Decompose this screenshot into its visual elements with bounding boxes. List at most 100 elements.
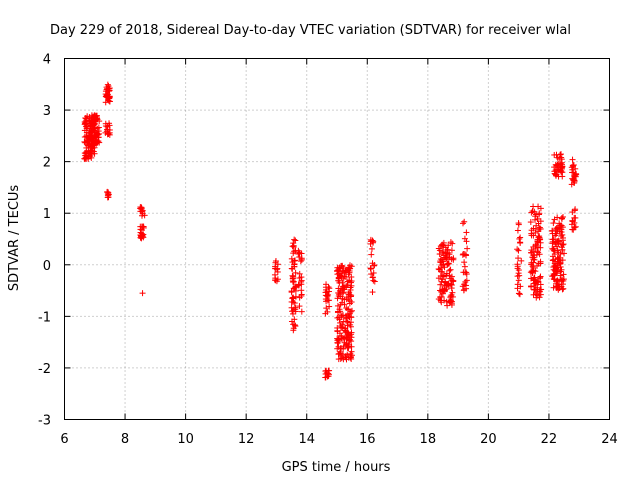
data-point [298, 256, 305, 263]
data-point [560, 271, 567, 278]
data-point [298, 281, 305, 288]
data-point [104, 123, 111, 130]
data-point [289, 259, 296, 266]
data-point [289, 275, 296, 282]
data-point [370, 269, 377, 276]
chart-title: Day 229 of 2018, Sidereal Day-to-day VTE… [50, 23, 571, 38]
data-point [444, 282, 451, 289]
data-point [137, 223, 144, 230]
data-point [442, 278, 449, 285]
data-point [370, 277, 377, 284]
data-point [515, 220, 522, 227]
data-point [532, 213, 539, 220]
data-point [137, 229, 144, 236]
data-point [550, 245, 557, 252]
data-point [552, 258, 559, 265]
data-point [85, 139, 92, 146]
data-point [538, 286, 545, 293]
data-point [337, 293, 344, 300]
data-point [345, 291, 352, 298]
data-point [291, 300, 298, 307]
data-point [438, 299, 445, 306]
data-point [292, 269, 299, 276]
data-point [444, 302, 451, 309]
data-point [335, 343, 342, 350]
y-tick-label: 3 [43, 104, 51, 119]
data-point [439, 249, 446, 256]
x-tick-label: 18 [420, 432, 437, 447]
data-point [346, 277, 353, 284]
data-point [348, 282, 355, 289]
data-point [531, 274, 538, 281]
data-point [322, 296, 329, 303]
data-point [551, 164, 558, 171]
data-point [274, 265, 281, 272]
data-point [514, 281, 521, 288]
data-point [529, 263, 536, 270]
data-point [290, 327, 297, 334]
x-tick-label: 8 [121, 432, 129, 447]
data-point [291, 236, 298, 243]
data-point [554, 277, 561, 284]
data-point [553, 225, 560, 232]
y-tick-label: -3 [38, 414, 51, 429]
data-point [551, 216, 558, 223]
data-point [348, 307, 355, 314]
data-point [322, 284, 329, 291]
data-point [446, 251, 453, 258]
data-point [555, 254, 562, 261]
data-point [325, 370, 332, 377]
x-tick-label: 24 [601, 432, 618, 447]
y-tick-label: -1 [38, 310, 51, 325]
data-point [347, 354, 354, 361]
data-point [297, 258, 304, 265]
data-point [529, 254, 536, 261]
data-point [368, 271, 375, 278]
data-point [296, 254, 303, 261]
data-point [339, 324, 346, 331]
data-point [446, 272, 453, 279]
data-point [82, 120, 89, 127]
data-point [95, 131, 102, 138]
data-point [445, 260, 452, 267]
data-point [291, 316, 298, 323]
data-point [290, 295, 297, 302]
data-point [335, 275, 342, 282]
data-point [298, 308, 305, 315]
data-point [443, 256, 450, 263]
data-point [341, 296, 348, 303]
data-point [447, 298, 454, 305]
y-axis-label: SDTVAR / TECUs [7, 185, 22, 292]
data-point [272, 257, 279, 264]
data-point [138, 206, 145, 213]
data-point [444, 260, 451, 267]
data-point [535, 228, 542, 235]
data-point [435, 275, 442, 282]
data-point [536, 275, 543, 282]
data-point [92, 134, 99, 141]
data-point [554, 166, 561, 173]
data-point [346, 262, 353, 269]
data-point [91, 129, 98, 136]
y-tick-label: 2 [43, 156, 51, 171]
data-point [342, 267, 349, 274]
data-point [516, 235, 523, 242]
data-point [555, 237, 562, 244]
y-tick-labels: -3 -2 -1 0 1 2 3 4 [38, 53, 51, 429]
data-point [338, 352, 345, 359]
data-point [343, 336, 350, 343]
data-point [344, 282, 351, 289]
data-point [104, 81, 111, 88]
data-point [560, 277, 567, 284]
data-point [95, 138, 102, 145]
data-point [569, 156, 576, 163]
data-point [528, 232, 535, 239]
data-point [138, 227, 145, 234]
data-point [448, 285, 455, 292]
data-point [368, 245, 375, 252]
data-point [531, 208, 538, 215]
data-point [89, 143, 96, 150]
data-point [559, 246, 566, 253]
data-point [536, 235, 543, 242]
data-point [515, 247, 522, 254]
